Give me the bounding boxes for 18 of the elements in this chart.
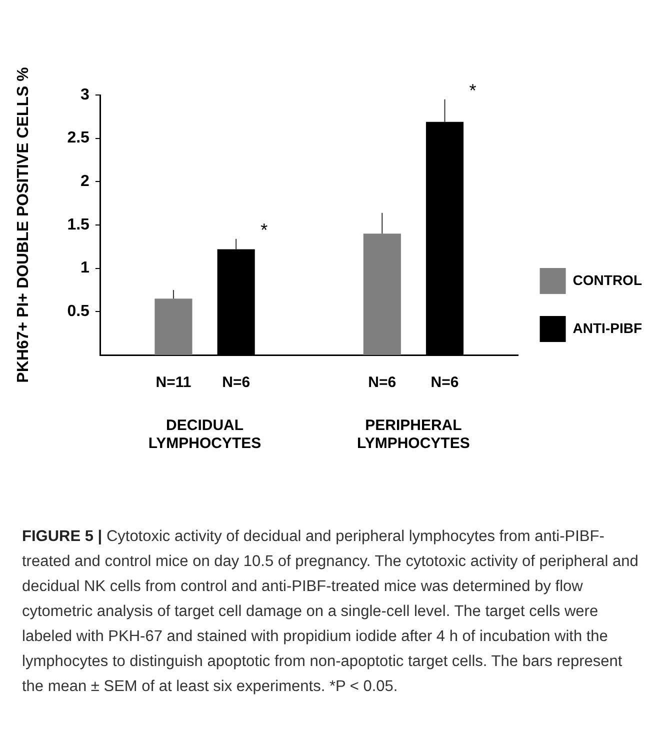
y-tick-label: 2	[80, 173, 90, 190]
y-tick-label: 1.5	[67, 216, 90, 234]
text: FIGURE 5 |	[22, 528, 104, 545]
annotation: *	[260, 220, 268, 240]
y-tick-label: 2.5	[67, 130, 90, 147]
y-tick-label: 0.5	[67, 303, 90, 320]
legend-label: ANTI-PIBF	[572, 320, 642, 336]
y-tick-label: 3	[80, 86, 90, 104]
text: N=11	[156, 374, 192, 392]
legend-label: CONTROL	[572, 272, 642, 288]
y-axis-title: PKH67+ PI+ DOUBLE POSITIVE CELLS %	[15, 67, 32, 383]
annotation: *	[469, 80, 476, 100]
x-tick-label: DECIDUAL LYMPHOCYTES	[148, 417, 262, 452]
text: N=6	[430, 374, 459, 392]
y-tick-label: 1	[80, 260, 90, 277]
x-tick-label: PERIPHERAL LYMPHOCYTES	[357, 417, 470, 452]
text: N=6	[368, 374, 396, 392]
text: N=6	[222, 374, 250, 392]
